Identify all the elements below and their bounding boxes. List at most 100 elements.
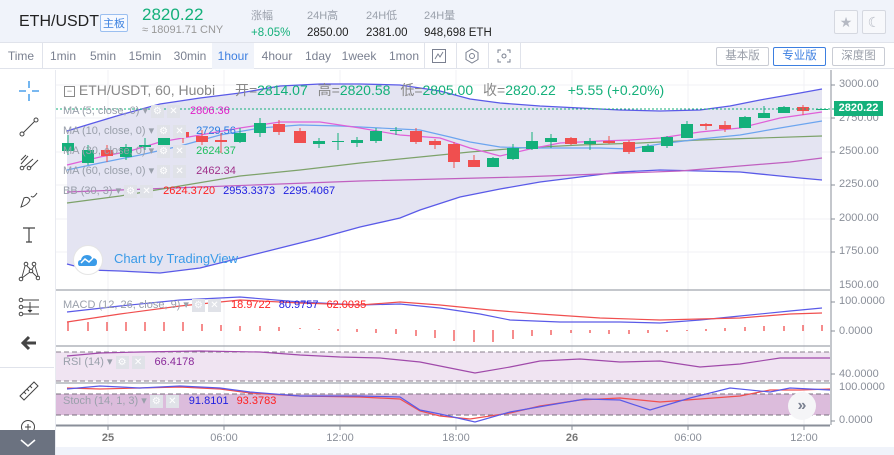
- change-value: +5.55 (+0.20%): [567, 82, 665, 98]
- legend-stoch[interactable]: Stoch (14, 1, 3) ▾ ⚙ ✕ 91.8101 93.3783: [63, 394, 277, 408]
- view-basic-button[interactable]: 基本版: [716, 47, 769, 66]
- gear-icon[interactable]: ⚙: [149, 394, 163, 408]
- current-price-tag: 2820.22: [834, 101, 883, 116]
- chart-title: − ETH/USDT, 60, Huobi 开=2814.07 高=2820.5…: [64, 80, 664, 100]
- macd-tick: 100.0000: [839, 295, 885, 307]
- gear-icon[interactable]: ⚙: [157, 124, 171, 138]
- stat-low: 24H低 2381.00: [366, 10, 408, 39]
- open-value: 2814.07: [257, 82, 308, 98]
- fullscreen-icon: [497, 49, 511, 63]
- settings-button[interactable]: [463, 47, 481, 65]
- timeframe-1day[interactable]: 1day: [304, 49, 332, 63]
- close-icon[interactable]: ✕: [207, 298, 221, 312]
- close-icon[interactable]: ✕: [173, 164, 187, 178]
- favorite-button[interactable]: ★: [834, 10, 858, 34]
- price-tick: 1750.00: [839, 245, 879, 257]
- fib-tool[interactable]: [16, 294, 42, 320]
- legend-ma60[interactable]: MA (60, close, 0) ▾ ⚙ ✕ 2462.34: [63, 164, 236, 178]
- settings-icon: [465, 48, 479, 64]
- price-chart[interactable]: [56, 70, 894, 455]
- legend-ma5[interactable]: MA (5, close, 0) ▾ ⚙ ✕ 2806.36: [63, 104, 230, 118]
- timeframe-15min[interactable]: 15min: [128, 49, 162, 63]
- close-label: 收=: [483, 82, 506, 98]
- price-tick: 2000.00: [839, 212, 879, 224]
- collapse-icon[interactable]: −: [64, 86, 75, 97]
- stat-high: 24H高 2850.00: [307, 10, 349, 39]
- crosshair-tool[interactable]: [16, 78, 42, 104]
- timeframe-1mon[interactable]: 1mon: [388, 49, 420, 63]
- legend-ma10[interactable]: MA (10, close, 0) ▾ ⚙ ✕ 2729.56: [63, 124, 236, 138]
- view-pro-button[interactable]: 专业版: [773, 47, 826, 66]
- legend-macd[interactable]: MACD (12, 26, close, 9) ▾ ⚙ ✕ 18.9722 80.975…: [63, 298, 367, 312]
- board-badge: 主板: [100, 14, 128, 32]
- chart-toolbar: Time 1min 5min 15min 30min 1hour 4hour 1…: [0, 43, 894, 69]
- trend-line-icon: [19, 117, 39, 137]
- close-icon[interactable]: ✕: [140, 184, 154, 198]
- trend-line-tool[interactable]: [16, 114, 42, 140]
- cny-price: ≈ 18091.71 CNY: [142, 24, 224, 36]
- back-arrow-icon: [20, 335, 36, 351]
- legend-rsi[interactable]: RSI (14) ▾ ⚙ ✕ 66.4178: [63, 355, 195, 369]
- brush-tool[interactable]: [16, 186, 42, 212]
- close-value: 2820.22: [505, 82, 556, 98]
- pattern-tool[interactable]: [16, 258, 42, 284]
- legend-ma30[interactable]: MA (30, close, 0) ▾ ⚙ ✕ 2624.37: [63, 144, 236, 158]
- fullscreen-button[interactable]: [495, 47, 513, 65]
- brush-icon: [20, 192, 38, 208]
- time-tick: 25: [101, 432, 115, 444]
- open-label: 开=: [234, 82, 258, 98]
- timeframe-1hour[interactable]: 1hour: [212, 43, 254, 69]
- ruler-icon: [19, 381, 39, 401]
- close-icon[interactable]: ✕: [131, 355, 145, 369]
- chart-type-icon: [432, 49, 446, 63]
- pattern-icon: [18, 261, 40, 282]
- drawing-toolbar: [0, 70, 56, 455]
- close-icon[interactable]: ✕: [165, 394, 179, 408]
- time-tick: 12:00: [326, 432, 354, 444]
- pitchfork-tool[interactable]: [16, 150, 42, 176]
- gear-icon[interactable]: ⚙: [124, 184, 138, 198]
- tradingview-watermark[interactable]: Chart by TradingView: [114, 251, 239, 266]
- theme-toggle-button[interactable]: ☾: [862, 10, 886, 34]
- stoch-tick: 100.0000: [839, 381, 885, 390]
- time-tick: 26: [565, 432, 579, 444]
- time-tick: 06:00: [674, 432, 702, 444]
- tradingview-logo[interactable]: [73, 245, 103, 275]
- gear-icon[interactable]: ⚙: [115, 355, 129, 369]
- star-icon: ★: [839, 13, 853, 30]
- double-chevron-right-icon: »: [797, 397, 807, 414]
- gear-icon[interactable]: ⚙: [191, 298, 205, 312]
- close-icon[interactable]: ✕: [167, 104, 180, 118]
- time-tick: 06:00: [210, 432, 238, 444]
- ruler-tool[interactable]: [16, 378, 42, 404]
- symbol-label: ETH/USDT, 60, Huobi: [78, 82, 216, 98]
- gear-icon[interactable]: ⚙: [151, 104, 164, 118]
- gear-icon[interactable]: ⚙: [157, 164, 171, 178]
- text-tool[interactable]: [16, 222, 42, 248]
- high-label: 高=: [317, 82, 340, 98]
- close-icon[interactable]: ✕: [173, 144, 187, 158]
- crosshair-icon: [19, 81, 39, 101]
- view-depth-button[interactable]: 深度图: [832, 47, 885, 66]
- gear-icon[interactable]: ⚙: [157, 144, 171, 158]
- price-tick: 2250.00: [839, 178, 879, 190]
- scroll-to-realtime-button[interactable]: »: [788, 392, 816, 420]
- timeframe-4hour[interactable]: 4hour: [261, 49, 293, 63]
- legend-bb[interactable]: BB (30, 3) ▾ ⚙ ✕ 2624.3720 2953.3373 2295.406…: [63, 184, 336, 198]
- chart-type-button[interactable]: [430, 47, 448, 65]
- timeframe-30min[interactable]: 30min: [173, 49, 207, 63]
- back-button[interactable]: [16, 330, 42, 356]
- time-tick: 18:00: [442, 432, 470, 444]
- stat-change: 涨幅 +8.05%: [251, 10, 291, 39]
- timeframe-1min[interactable]: 1min: [49, 49, 76, 63]
- price-tick: 2500.00: [839, 145, 879, 157]
- low-value: 2805.00: [422, 82, 474, 98]
- timeframe-1week[interactable]: 1week: [341, 49, 377, 63]
- pitchfork-icon: [19, 154, 39, 171]
- timeframe-5min[interactable]: 5min: [89, 49, 116, 63]
- timeframe-time[interactable]: Time: [7, 49, 35, 63]
- rsi-tick: 40.0000: [839, 368, 879, 380]
- expand-tools-button[interactable]: [0, 430, 55, 455]
- close-icon[interactable]: ✕: [173, 124, 187, 138]
- macd-tick: 0.0000: [839, 325, 873, 337]
